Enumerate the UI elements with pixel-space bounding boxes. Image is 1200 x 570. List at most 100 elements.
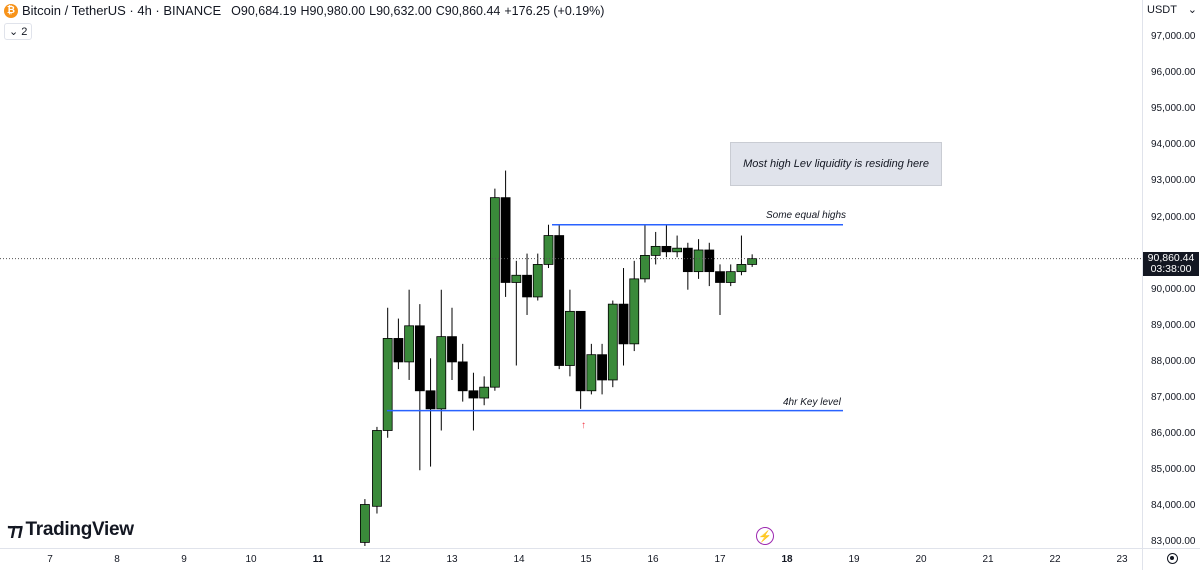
lightning-icon[interactable]: ⚡ xyxy=(756,527,774,545)
price-tick-label: 84,000.00 xyxy=(1151,500,1196,512)
candle-down xyxy=(414,325,425,392)
candle-down xyxy=(682,247,693,273)
symbol-legend: ₿ Bitcoin / TetherUS · 4h · BINANCE O 90,… xyxy=(4,3,604,18)
time-tick-label: 13 xyxy=(446,554,458,565)
candle-up xyxy=(382,338,393,431)
time-tick-label: 22 xyxy=(1049,554,1061,565)
candle-up xyxy=(532,264,543,298)
close-label: C xyxy=(435,3,445,18)
chevron-down-icon: ⌄ xyxy=(1187,4,1197,16)
chevron-down-icon: ⌄ xyxy=(9,26,19,38)
candle-down xyxy=(447,336,457,363)
time-tick-label: 9 xyxy=(181,554,187,565)
candle-up xyxy=(489,197,500,388)
time-tick-label: 11 xyxy=(312,554,324,565)
candle-up xyxy=(565,310,575,366)
candle-down xyxy=(468,390,479,399)
candle-down xyxy=(597,354,607,381)
candle-up xyxy=(586,354,597,392)
candle-up xyxy=(436,336,447,410)
candle-up xyxy=(607,303,618,381)
low-value: 90,632.00 xyxy=(376,3,432,18)
time-tick-label: 15 xyxy=(580,554,592,565)
close-value: 90,860.44 xyxy=(444,3,501,18)
arrow-up-marker-icon[interactable]: ↑ xyxy=(581,420,586,431)
candle-up xyxy=(511,274,522,283)
candle-up xyxy=(650,245,661,256)
indicator-count: 2 xyxy=(21,25,28,38)
last-price: 90,860.44 xyxy=(1147,251,1195,264)
price-tick-label: 89,000.00 xyxy=(1151,319,1196,331)
bitcoin-icon: ₿ xyxy=(4,3,18,18)
time-tick-label: 17 xyxy=(714,554,726,565)
candle-down xyxy=(500,197,511,283)
time-tick-label: 20 xyxy=(915,554,927,565)
candlestick-chart[interactable] xyxy=(0,0,1142,548)
time-axis[interactable]: 7 8 9 10 11 12 13 14 15 16 17 18 19 20 21 22 23 xyxy=(0,548,1142,570)
candle-up xyxy=(736,264,747,273)
price-tick-label: 94,000.00 xyxy=(1151,139,1196,151)
time-tick-label: 19 xyxy=(848,554,860,565)
price-tick-label: 97,000.00 xyxy=(1151,31,1196,42)
logo-text: TradingView xyxy=(25,519,134,540)
equal-highs-label[interactable]: Some equal highs xyxy=(766,210,847,221)
high-value: 90,980.00 xyxy=(309,3,366,18)
price-tick-label: 90,000.00 xyxy=(1151,283,1196,295)
price-tick-label: 96,000.00 xyxy=(1151,67,1196,79)
time-tick-label: 16 xyxy=(647,554,659,565)
candle-down xyxy=(715,271,725,283)
candle-up xyxy=(479,386,490,399)
time-tick-label: 23 xyxy=(1116,554,1128,565)
price-tick-label: 93,000.00 xyxy=(1151,175,1196,187)
candle-down xyxy=(522,274,532,298)
time-tick-label: 18 xyxy=(781,554,793,565)
symbol-title[interactable]: Bitcoin / TetherUS · 4h · BINANCE xyxy=(22,3,222,18)
candle-up xyxy=(404,325,415,363)
low-label: L xyxy=(369,3,377,18)
price-tick-label: 85,000.00 xyxy=(1151,464,1196,476)
chart-pane[interactable]: ₿ Bitcoin / TetherUS · 4h · BINANCE O 90,… xyxy=(0,0,1142,548)
candle-down xyxy=(554,235,565,366)
candle-down xyxy=(618,303,629,345)
candle-down xyxy=(661,245,672,253)
time-tick-label: 8 xyxy=(114,554,120,565)
candle-down xyxy=(457,361,468,392)
change-value: +176.25 (+0.19%) xyxy=(504,3,605,18)
currency-selector[interactable]: USDT ⌄ xyxy=(1147,3,1197,17)
price-axis[interactable]: USDT ⌄ 97,000.00 96,000.00 95,000.00 94,000… xyxy=(1142,0,1200,548)
candle-down xyxy=(704,249,715,273)
gear-icon[interactable] xyxy=(1167,553,1178,564)
candle-up xyxy=(693,249,704,273)
currency-label: USDT xyxy=(1147,3,1177,16)
candle-down xyxy=(393,338,404,363)
tradingview-logo[interactable]: ⁊⁊ TradingView xyxy=(7,519,134,541)
candle-up xyxy=(359,504,370,543)
time-tick-label: 7 xyxy=(47,554,53,565)
price-tick-label: 83,000.00 xyxy=(1151,536,1196,548)
axis-settings-corner[interactable] xyxy=(1142,548,1200,570)
candle-up xyxy=(672,247,683,253)
liquidity-note[interactable]: Most high Lev liquidity is residing here xyxy=(730,142,942,186)
open-value: 90,684.19 xyxy=(240,3,297,18)
time-tick-label: 12 xyxy=(379,554,391,565)
price-tick-label: 92,000.00 xyxy=(1151,211,1196,223)
candle-up xyxy=(725,271,736,283)
indicators-collapse-button[interactable]: ⌄ 2 xyxy=(4,23,33,40)
candle-up xyxy=(372,430,382,507)
high-label: H xyxy=(300,3,310,18)
liquidity-note-text: Most high Lev liquidity is residing here xyxy=(743,158,929,170)
open-label: O xyxy=(231,3,241,18)
candle-up xyxy=(640,255,650,280)
last-price-tag: 90,860.44 03:38:00 xyxy=(1143,251,1199,276)
tradingview-mark-icon: ⁊⁊ xyxy=(7,519,24,541)
candle-down xyxy=(425,390,436,410)
time-tick-label: 10 xyxy=(245,554,257,565)
price-tick-label: 86,000.00 xyxy=(1151,428,1196,440)
time-tick-label: 14 xyxy=(513,554,525,565)
bar-countdown: 03:38:00 xyxy=(1150,262,1192,275)
price-tick-label: 88,000.00 xyxy=(1151,355,1196,367)
candle-up xyxy=(747,258,758,265)
key-level-label[interactable]: 4hr Key level xyxy=(783,397,841,408)
candle-down xyxy=(575,310,586,392)
time-tick-label: 21 xyxy=(982,554,994,565)
